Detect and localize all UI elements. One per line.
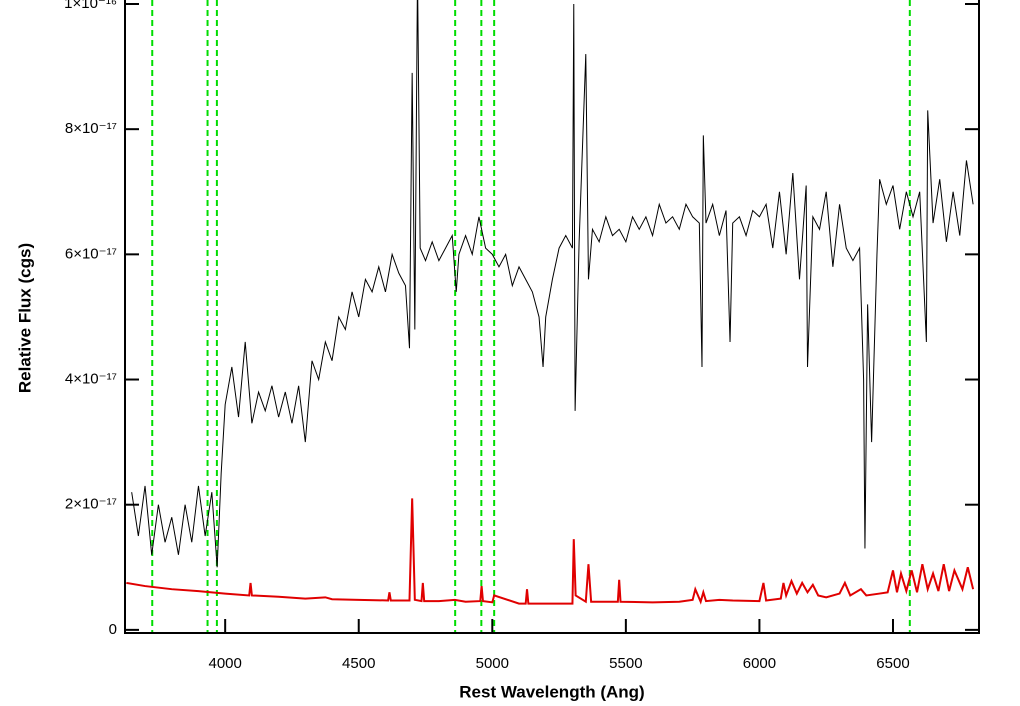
x-tick-label: 4500 [342, 655, 375, 672]
plot-area [126, 0, 975, 633]
plot-frame [124, 0, 980, 634]
spectrum-line [131, 0, 974, 568]
y-tick-label: 1×10⁻¹⁶ [64, 0, 117, 12]
y-tick-label: 2×10⁻¹⁷ [65, 496, 117, 513]
x-tick-label: 5000 [476, 655, 509, 672]
x-axis-label: Rest Wavelength (Ang) [459, 682, 644, 701]
y-axis-label: Relative Flux (cgs) [15, 243, 34, 393]
x-tick-label: 6000 [743, 655, 776, 672]
x-tick-label: 4000 [208, 655, 241, 672]
y-tick-label: 8×10⁻¹⁷ [65, 120, 117, 137]
y-tick-label: 4×10⁻¹⁷ [65, 370, 117, 387]
x-tick-label: 5500 [609, 655, 642, 672]
y-tick-label: 6×10⁻¹⁷ [65, 245, 117, 262]
x-tick-label: 6500 [876, 655, 909, 672]
spectrum-line [126, 498, 975, 605]
y-tick-label: 0 [109, 621, 117, 638]
